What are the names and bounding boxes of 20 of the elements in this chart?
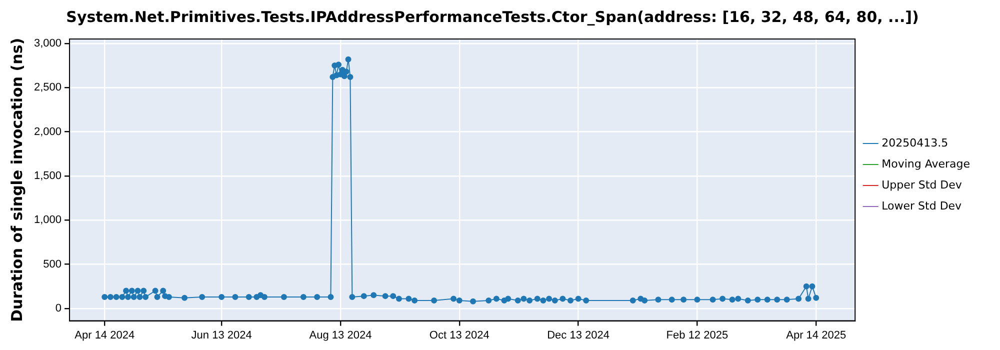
legend-label: Moving Average	[882, 157, 970, 170]
x-tick-label: Jun 13 2024	[191, 329, 252, 342]
y-tick-label: 3,000	[34, 37, 62, 50]
x-tick-label: Apr 14 2024	[74, 329, 135, 342]
x-tick-label: Dec 13 2024	[547, 329, 610, 342]
y-tick-label: 500	[43, 258, 62, 270]
y-tick-label: 1,500	[34, 170, 62, 182]
y-axis-title: Duration of single invocation (ns)	[8, 38, 26, 322]
x-tick-label: Oct 13 2024	[429, 329, 490, 342]
chart-title: System.Net.Primitives.Tests.IPAddressPerformanceTests.Ctor_Span(address: [16, 32, 48, 64, 80, ...])	[66, 8, 919, 26]
legend-label: 20250413.5	[882, 136, 948, 150]
y-tick-label: 1,000	[34, 214, 62, 226]
y-tick-label: 2,500	[34, 82, 62, 94]
x-tick-label: Feb 12 2025	[666, 329, 728, 342]
legend-label: Upper Std Dev	[882, 178, 962, 192]
legend-label: Lower Std Dev	[882, 199, 962, 212]
y-tick-label: 0	[55, 302, 62, 314]
x-tick-label: Aug 13 2024	[309, 329, 372, 342]
y-tick-label: 2,000	[34, 126, 62, 138]
x-tick-label: Apr 14 2025	[786, 329, 846, 342]
